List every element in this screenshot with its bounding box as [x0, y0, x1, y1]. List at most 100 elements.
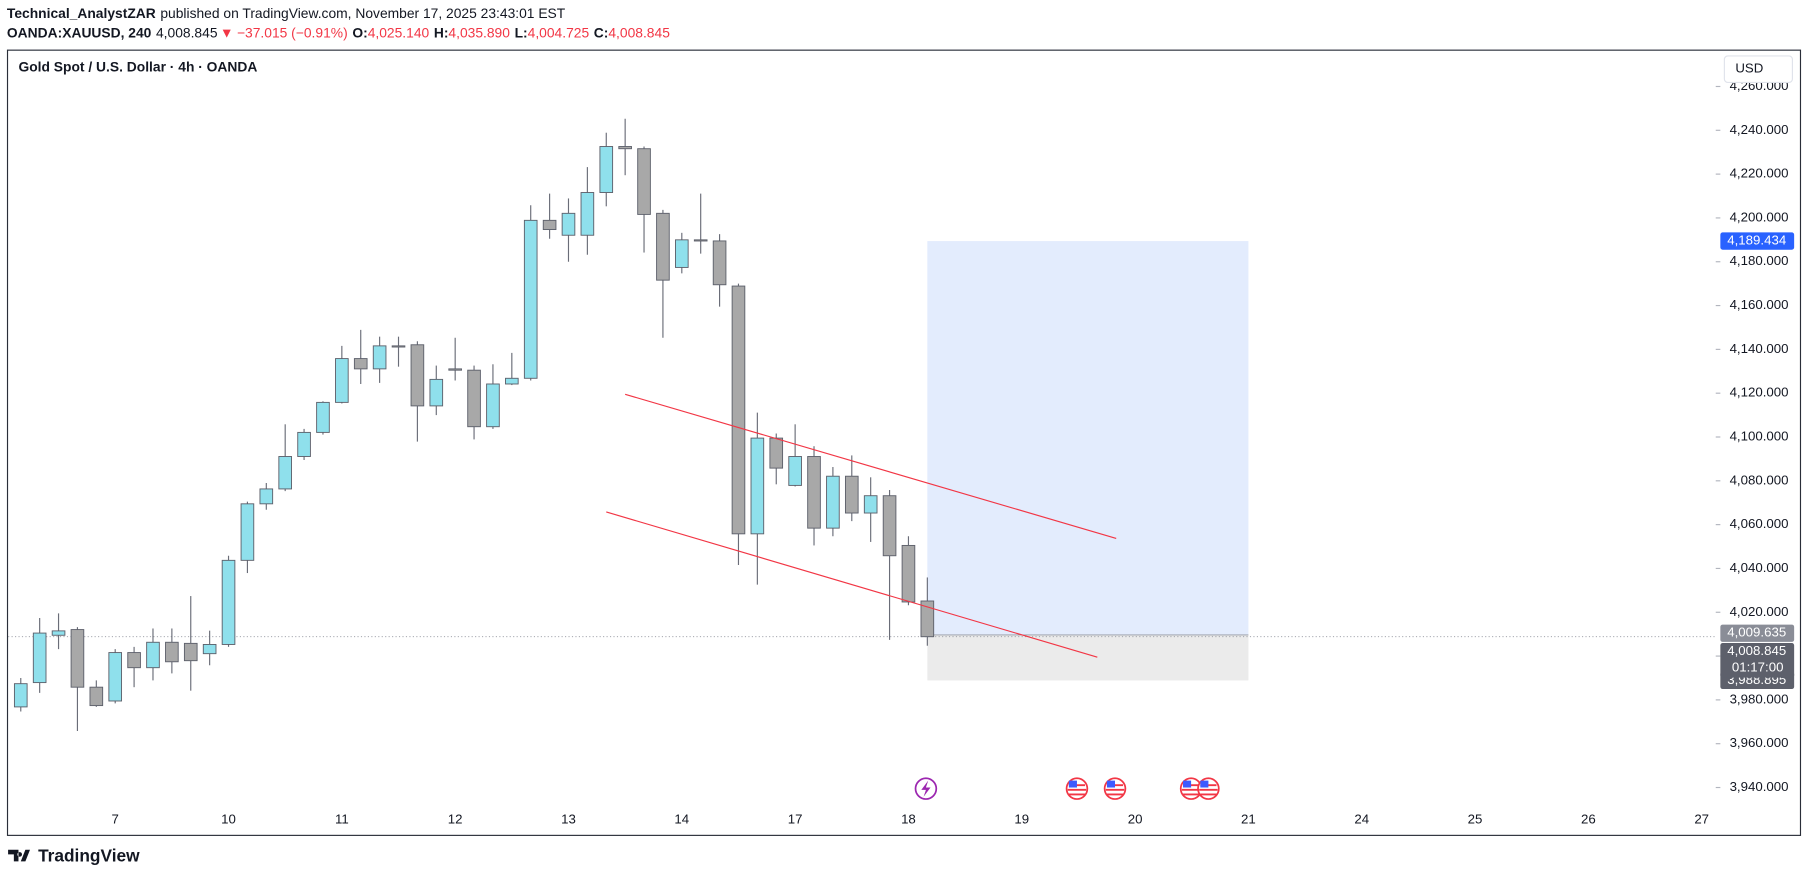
- trend-line: [606, 511, 1098, 658]
- candle-body: [372, 345, 387, 370]
- x-tick-label: 7: [112, 811, 119, 826]
- x-tick-label: 10: [221, 811, 236, 826]
- last-price-label: 4,008.845: [1727, 643, 1786, 658]
- candle-body: [221, 559, 236, 645]
- candle-body: [391, 345, 406, 348]
- candle-body: [637, 148, 651, 215]
- candle-body: [826, 475, 840, 529]
- y-tick-label: 4,160.000: [1730, 297, 1789, 312]
- candle-body: [807, 456, 821, 529]
- x-tick-label: 19: [1014, 811, 1029, 826]
- candle-body: [240, 503, 255, 561]
- candle-body: [901, 544, 916, 603]
- chart-frame: [6, 49, 1802, 836]
- candle-body: [316, 401, 330, 433]
- candle-body: [693, 239, 708, 242]
- candle-body: [202, 644, 217, 655]
- candle-body: [561, 212, 576, 236]
- plot: [8, 118, 1716, 731]
- candle-body: [788, 456, 802, 486]
- target-label-box: [1720, 232, 1795, 250]
- us-flag[interactable]: [1197, 777, 1220, 800]
- y-tick-label: 3,960.000: [1730, 735, 1789, 750]
- y-tick-label: 4,040.000: [1730, 560, 1789, 575]
- candle-body: [146, 641, 160, 669]
- x-tick-label: 18: [901, 811, 916, 826]
- countdown: 01:17:00: [1732, 659, 1784, 674]
- target-label: 4,189.434: [1727, 233, 1786, 248]
- brand: TradingView: [38, 845, 140, 865]
- l-label: L:: [515, 24, 528, 40]
- candle-body: [297, 431, 311, 457]
- candle-body: [844, 475, 859, 514]
- y-tick-label: 3,940.000: [1730, 779, 1789, 794]
- candle-body: [410, 344, 425, 407]
- o-label: O:: [352, 24, 367, 40]
- us-flag[interactable]: [1179, 777, 1203, 800]
- header-line-2: OANDA:XAUUSD, 240 4,008.845 ▼ −37.015 (−0.9…: [7, 24, 670, 40]
- us-flag[interactable]: [1065, 777, 1089, 800]
- y-tick-label: 4,220.000: [1730, 166, 1789, 181]
- candle-body: [580, 192, 595, 236]
- last-price-box: [1720, 643, 1795, 678]
- candle-body: [505, 377, 519, 385]
- profit-zone: [927, 241, 1249, 635]
- x-tick-label: 14: [674, 811, 689, 826]
- symbol: OANDA:XAUUSD, 240: [7, 24, 152, 40]
- y-tick-label: 4,180.000: [1730, 253, 1789, 268]
- candle-body: [70, 629, 85, 688]
- candle-body: [882, 495, 897, 557]
- candle-body: [863, 495, 878, 514]
- y-tick-label: 4,200.000: [1730, 209, 1789, 224]
- candle-body: [278, 456, 292, 490]
- arrow: ▼: [220, 24, 234, 40]
- candle-body: [13, 683, 28, 708]
- price: 4,008.845: [156, 24, 218, 40]
- candle-body: [51, 630, 66, 636]
- x-tick-label: 11: [335, 811, 349, 826]
- y-tick-label: 4,240.000: [1730, 122, 1789, 137]
- h-label: H:: [434, 24, 449, 40]
- x-tick-label: 27: [1694, 811, 1709, 826]
- candle-body: [89, 686, 104, 707]
- x-tick-label: 24: [1354, 811, 1369, 826]
- o-value: 4,025.140: [368, 24, 430, 40]
- x-tick-label: 20: [1128, 811, 1143, 826]
- candle-body: [335, 358, 349, 403]
- x-tick-label: 21: [1241, 811, 1256, 826]
- candle-body: [467, 369, 481, 428]
- candle-body: [618, 146, 632, 150]
- chart-title: Gold Spot / U.S. Dollar · 4h · OANDA: [18, 59, 257, 75]
- candle-body: [731, 285, 746, 535]
- y-tick-label: 4,080.000: [1730, 472, 1789, 487]
- currency: USD: [1735, 61, 1763, 76]
- candle-body: [712, 240, 727, 286]
- l-value: 4,004.725: [528, 24, 590, 40]
- candle-body: [599, 146, 614, 193]
- entry-label: 4,009.635: [1727, 625, 1786, 640]
- candle-body: [127, 652, 141, 669]
- y-tick-label: 4,020.000: [1730, 604, 1789, 619]
- loss-zone: [927, 634, 1249, 681]
- x-tick-label: 12: [448, 811, 463, 826]
- entry-label-box: [1720, 624, 1795, 642]
- author: Technical_AnalystZAR: [7, 4, 156, 20]
- candle-body: [165, 641, 179, 663]
- candle-body: [486, 383, 500, 428]
- currency-button[interactable]: [1723, 55, 1793, 84]
- x-tick-label: 13: [561, 811, 576, 826]
- published: published on TradingView.com, November 1…: [160, 4, 565, 20]
- candle-body: [750, 437, 765, 535]
- price-axis: 3,940.0003,960.0003,980.0004,000.0004,02…: [1715, 78, 1795, 794]
- us-flag[interactable]: [1103, 777, 1127, 800]
- candle-body: [259, 488, 274, 505]
- c-value: 4,008.845: [608, 24, 670, 40]
- y-tick-label: 4,100.000: [1730, 429, 1789, 444]
- brand-logo: [8, 849, 30, 862]
- c-label: C:: [594, 24, 609, 40]
- candle-body: [523, 219, 538, 379]
- x-tick-label: 17: [788, 811, 803, 826]
- event-bolt: [921, 780, 931, 797]
- candle-body: [32, 632, 47, 684]
